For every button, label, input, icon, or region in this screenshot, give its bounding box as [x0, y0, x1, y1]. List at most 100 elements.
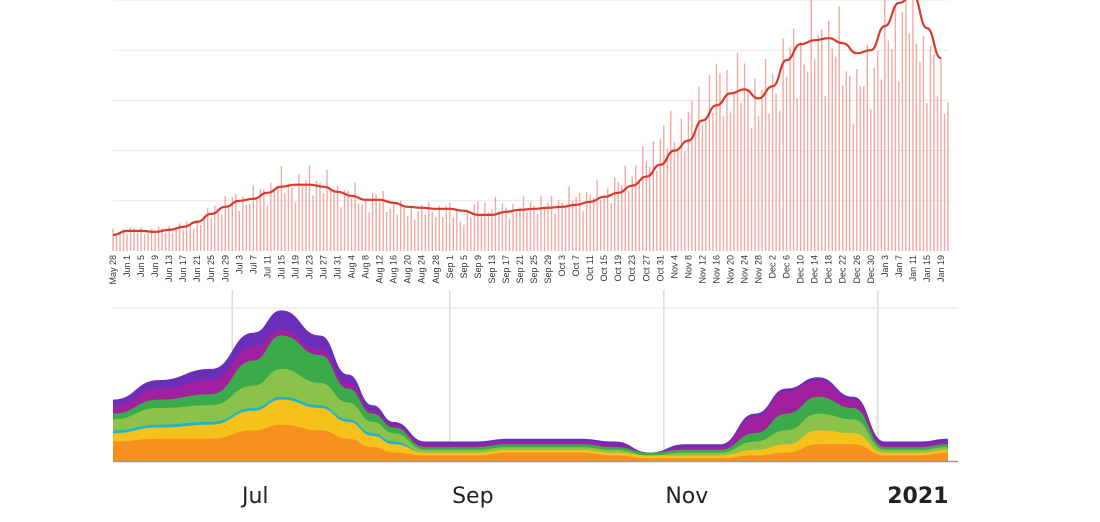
daily-bar [452, 217, 455, 251]
daily-bar [536, 213, 539, 251]
moving-average-line-group [112, 0, 942, 236]
daily-bar [459, 221, 462, 251]
daily-bar [543, 206, 546, 251]
date-tick-label: Jul 7 [248, 255, 258, 274]
daily-bar [122, 229, 125, 251]
daily-bar [161, 228, 163, 251]
date-tick-label: Nov 4 [669, 255, 679, 279]
date-tick-label: Jun 13 [164, 255, 174, 282]
daily-bar [399, 200, 402, 251]
daily-bar [564, 206, 567, 251]
date-tick-label: Aug 20 [403, 255, 413, 284]
daily-bar [768, 113, 770, 252]
daily-bar [329, 189, 332, 251]
daily-bar [357, 203, 360, 251]
daily-bar [129, 227, 132, 251]
daily-bar [592, 198, 595, 251]
daily-bar [940, 57, 942, 252]
daily-bar [140, 227, 142, 251]
daily-bar [554, 213, 556, 251]
daily-bar [235, 194, 237, 251]
daily-bar [757, 116, 760, 252]
daily-bar [308, 165, 311, 251]
daily-bar [736, 52, 739, 251]
daily-bar [649, 166, 651, 251]
daily-bar [635, 165, 637, 251]
stacked-area-layers [113, 310, 948, 461]
daily-bar [831, 48, 833, 251]
daily-bar [719, 73, 721, 251]
date-tick-label: Nov 20 [726, 255, 736, 284]
daily-bar [463, 224, 465, 251]
daily-bar [687, 111, 690, 251]
daily-bar [642, 146, 644, 251]
daily-bar [813, 59, 816, 252]
daily-bar [519, 207, 521, 251]
daily-bar [112, 228, 114, 251]
daily-bars [112, 0, 949, 252]
daily-bar [298, 173, 300, 251]
daily-bar [224, 196, 226, 251]
daily-bar [336, 185, 339, 251]
daily-bar [403, 207, 405, 251]
date-tick-label: Nov 8 [683, 255, 693, 279]
date-tick-label: Aug 16 [389, 255, 399, 284]
daily-bar [277, 185, 279, 251]
daily-bar [926, 103, 928, 252]
daily-bar [852, 123, 854, 251]
daily-bar [582, 210, 584, 251]
daily-bar [164, 232, 167, 251]
daily-bar [754, 78, 756, 251]
daily-bar [150, 228, 153, 251]
daily-bar [200, 225, 202, 251]
daily-bar [508, 218, 511, 251]
daily-bar [603, 195, 605, 251]
daily-bar [915, 43, 918, 251]
daily-bar [326, 169, 328, 251]
daily-bar [743, 63, 746, 251]
daily-bar [933, 54, 935, 252]
top-chart: May 28 Jun 1 Jun 5 Jun 9 Jun 13 Jun 17 Jun 21 J… [108, 0, 949, 285]
daily-bar [617, 182, 619, 251]
daily-bar [575, 197, 577, 251]
date-tick-label: Oct 31 [655, 255, 665, 282]
date-tick-label: Dec 30 [866, 255, 876, 284]
daily-bar [624, 165, 626, 251]
daily-bar [378, 201, 381, 251]
date-tick-label: Dec 2 [768, 255, 778, 279]
daily-bar [364, 199, 367, 251]
daily-bar [877, 50, 879, 251]
date-tick-label: Jul 3 [234, 255, 244, 274]
daily-bar [270, 182, 272, 251]
daily-bar [385, 211, 388, 251]
daily-bar [284, 192, 286, 251]
daily-bar [803, 64, 805, 251]
daily-bar [628, 191, 630, 251]
daily-bar [863, 86, 865, 252]
daily-bar [645, 161, 647, 251]
date-tick-label: Jun 25 [206, 255, 216, 282]
daily-bar [785, 76, 788, 251]
date-tick-label: Jan 3 [880, 255, 890, 277]
daily-bar [315, 180, 318, 251]
daily-bar [919, 61, 921, 251]
daily-bar [119, 233, 121, 251]
daily-bar [143, 234, 146, 251]
daily-bar [228, 207, 230, 251]
daily-bar [550, 195, 553, 251]
date-tick-label: Sep 9 [473, 255, 483, 279]
daily-bar [533, 205, 535, 251]
daily-bar [589, 194, 591, 251]
daily-bar [750, 127, 753, 251]
date-tick-label: Jun 21 [192, 255, 202, 282]
daily-bar [771, 74, 774, 252]
date-tick-label: Jul 11 [262, 255, 272, 278]
date-tick-label: Nov 24 [740, 255, 750, 284]
date-tick-label: Jul 23 [305, 255, 315, 279]
daily-bar [249, 203, 251, 251]
daily-bar [606, 188, 609, 251]
date-tick-label: Jun 1 [122, 255, 132, 277]
daily-bar [354, 182, 356, 251]
date-tick-label: Dec 26 [852, 255, 862, 284]
daily-bar [477, 201, 479, 251]
